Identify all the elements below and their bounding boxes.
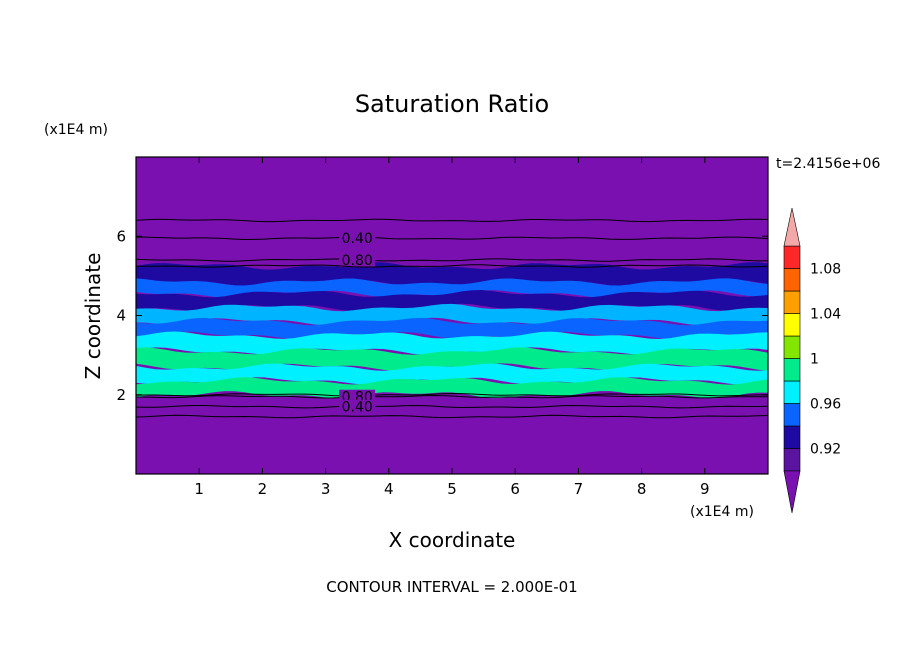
contour-line (135, 218, 769, 223)
colorbar-tick-label: 1 (810, 352, 819, 368)
colorbar-under-arrow (783, 470, 801, 514)
y-tick-label: 4 (116, 307, 126, 325)
y-tick-labels: 2 4 6 (116, 227, 768, 404)
x-tick-labels: 1 2 3 4 5 6 7 8 9 (194, 157, 710, 498)
y-unit-label: (x1E4 m) (44, 122, 108, 138)
contour-label: 0.40 (342, 231, 373, 247)
x-tick-label: 7 (574, 480, 584, 498)
chart-title: Saturation Ratio (355, 90, 549, 118)
y-tick-label: 2 (116, 386, 126, 404)
contour-line (135, 258, 769, 262)
contour-interval-note: CONTOUR INTERVAL = 2.000E-01 (326, 578, 577, 596)
contour-line (135, 414, 769, 419)
contour-band (136, 318, 768, 340)
contour-label: 0.80 (342, 253, 373, 269)
x-unit-label: (x1E4 m) (690, 504, 754, 520)
colorbar-bin (783, 425, 801, 449)
x-axis-label: X coordinate (389, 528, 516, 552)
colorbar-bin (783, 380, 801, 404)
colorbar-bin (783, 358, 801, 382)
colorbar-bin (783, 290, 801, 314)
colorbar-tick-label: 0.92 (810, 442, 841, 458)
contour-band (136, 347, 768, 371)
time-label: t=2.4156e+06 (776, 156, 880, 172)
x-tick-label: 6 (510, 480, 520, 498)
colorbar-over-arrow (783, 207, 801, 247)
colorbar-bin (783, 245, 801, 269)
x-tick-label: 8 (637, 480, 647, 498)
plot-area: 0.400.800.800.40 (135, 156, 769, 475)
colorbar-bin (783, 268, 801, 292)
contour-line (135, 394, 768, 399)
colorbar: 0.92 0.96 1 1.04 1.08 (783, 207, 841, 514)
x-tick-label: 9 (700, 480, 710, 498)
colorbar-bin (783, 403, 801, 427)
x-tick-label: 2 (258, 480, 268, 498)
contour-label: 0.40 (342, 400, 373, 416)
x-tick-label: 4 (384, 480, 394, 498)
y-tick-label: 6 (116, 227, 126, 245)
x-tick-label: 5 (447, 480, 457, 498)
contour-band (136, 290, 768, 312)
contour-band (136, 377, 768, 399)
colorbar-tick-label: 1.08 (810, 262, 841, 278)
colorbar-bin (783, 448, 801, 472)
contour-line (135, 392, 768, 397)
y-axis-label: Z coordinate (81, 253, 105, 380)
colorbar-tick-label: 0.96 (810, 397, 841, 413)
colorbar-bin (783, 313, 801, 337)
colorbar-tick-label: 1.04 (810, 307, 841, 323)
contour-line (136, 236, 769, 241)
x-tick-label: 1 (194, 480, 204, 498)
x-tick-label: 3 (321, 480, 331, 498)
colorbar-bin (783, 335, 801, 359)
contour-line (135, 264, 769, 268)
contour-line (135, 404, 769, 409)
contour-label-bg (339, 231, 376, 246)
contour-label-bg (339, 253, 376, 268)
contour-band (136, 303, 768, 326)
contour-label-bg (339, 399, 376, 414)
